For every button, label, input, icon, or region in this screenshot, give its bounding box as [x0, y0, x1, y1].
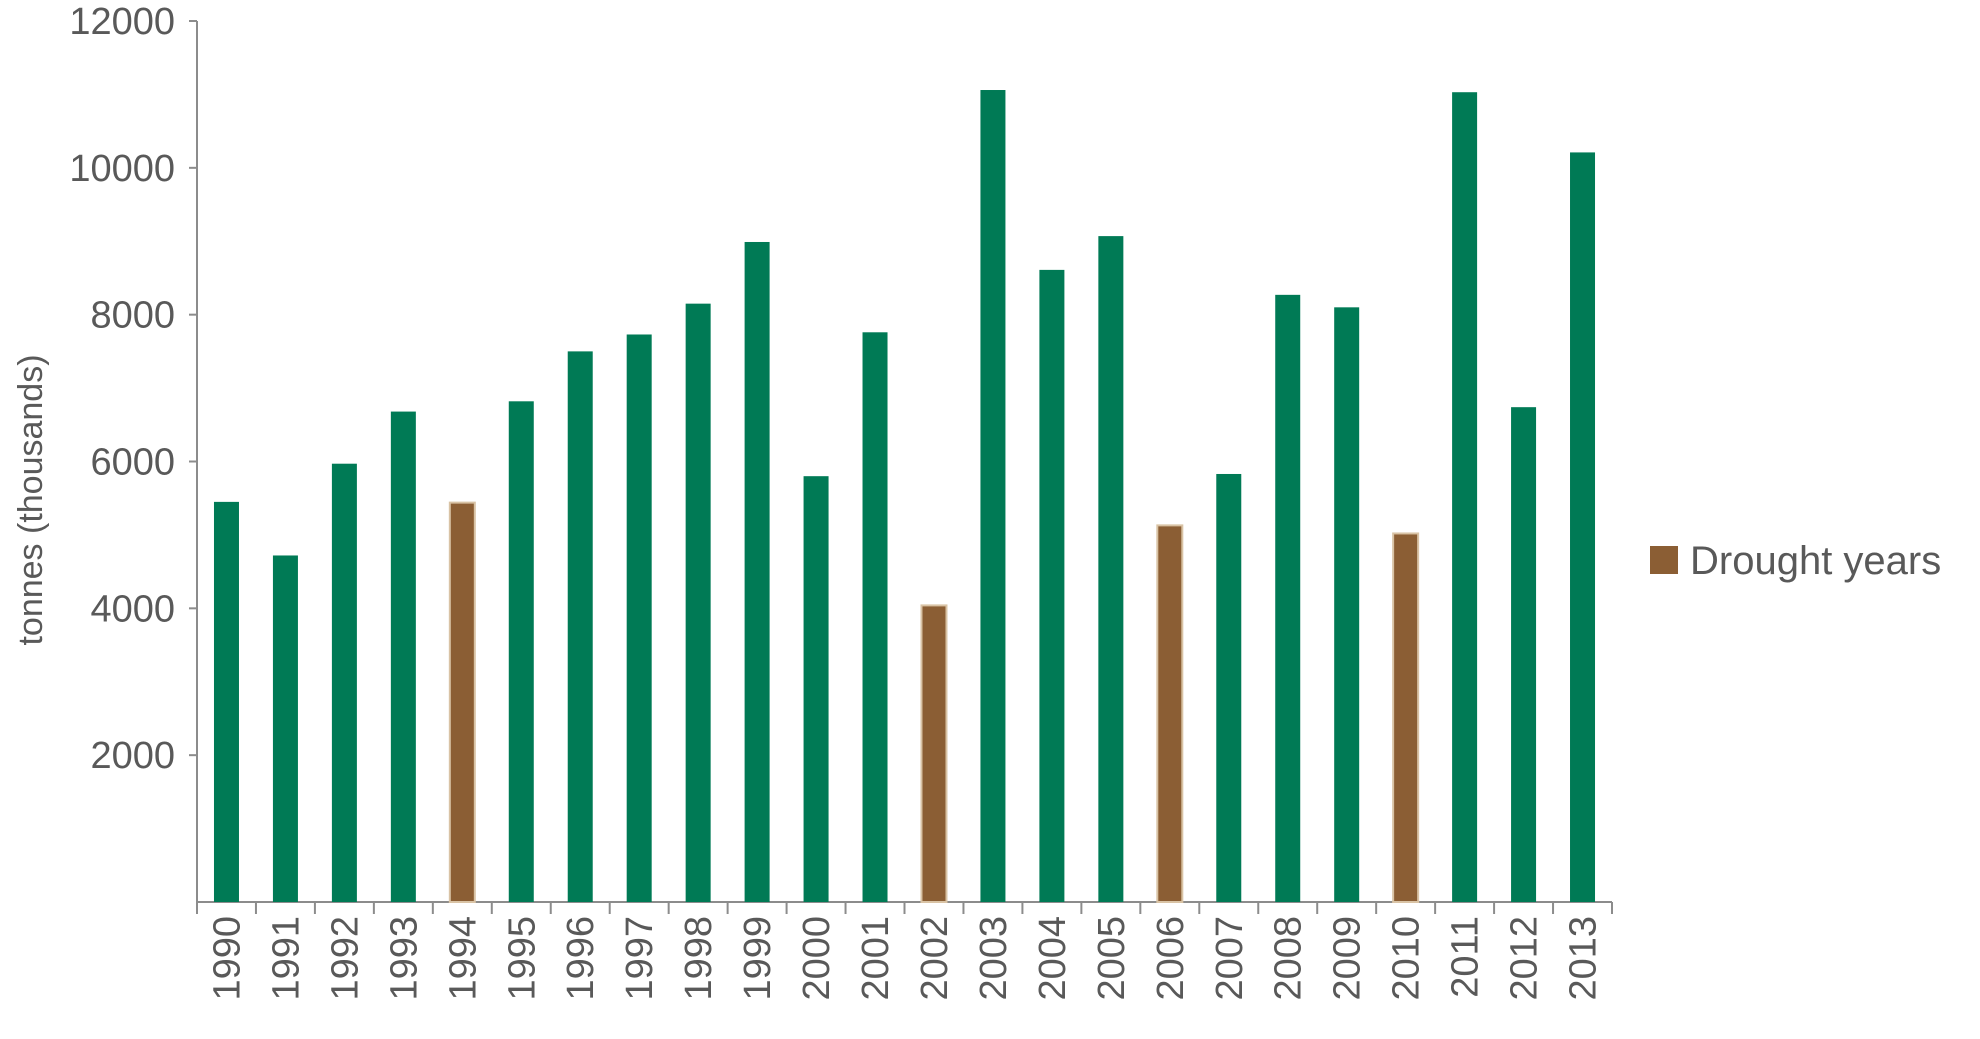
- y-tick-label: 10000: [69, 148, 175, 190]
- y-tick-label: 4000: [90, 588, 175, 630]
- bars: [213, 90, 1596, 903]
- x-tick-label: 2000: [796, 916, 838, 1001]
- bar-2007: [1216, 473, 1242, 902]
- bar-2000: [803, 476, 829, 902]
- x-tick-label: 1991: [265, 916, 307, 1001]
- bar-1993: [390, 411, 416, 902]
- y-tick-label: 12000: [69, 1, 175, 43]
- x-tick-labels: 1990 1991 1992 1993 1994 1995 1996 1997 1998 1999…: [206, 916, 1604, 1001]
- x-tick-label: 1999: [737, 916, 779, 1001]
- bar-2013: [1570, 152, 1596, 902]
- x-tick-label: 2011: [1445, 916, 1487, 998]
- y-tick-label: 6000: [90, 442, 175, 484]
- x-tick-label: 1996: [560, 916, 602, 1001]
- x-tick-label: 1998: [678, 916, 720, 1001]
- x-tick-label: 2002: [914, 916, 956, 1001]
- bar-2001: [862, 332, 888, 903]
- y-tick-label: 2000: [90, 735, 175, 777]
- bar-2009: [1334, 307, 1360, 902]
- bar-drought-2002: [920, 604, 948, 903]
- x-tick-label: 2012: [1504, 916, 1546, 1001]
- y-tick-label: 8000: [90, 295, 175, 337]
- x-tick-label: 2004: [1032, 916, 1074, 1001]
- x-tick-label: 1993: [383, 916, 425, 1001]
- x-tick-label: 1992: [324, 916, 366, 1001]
- bar-drought-2010: [1392, 532, 1420, 903]
- bar-2004: [1039, 269, 1065, 902]
- bar-2012: [1511, 407, 1537, 902]
- x-tick-label: 1990: [206, 916, 248, 1001]
- x-tick-label: 2003: [973, 916, 1015, 1001]
- bar-1991: [272, 555, 298, 902]
- bar-1992: [331, 463, 357, 902]
- bar-drought-1994: [448, 501, 476, 903]
- x-tick-label: 2008: [1268, 916, 1310, 1001]
- bar-2011: [1452, 92, 1478, 902]
- bar-2003: [980, 90, 1006, 903]
- bar-1995: [508, 401, 534, 902]
- bar-2005: [1098, 236, 1124, 902]
- legend-swatch: [1650, 546, 1678, 574]
- x-tick-label: 1997: [619, 916, 661, 1001]
- bar-1997: [626, 334, 652, 903]
- bar-1999: [744, 241, 770, 903]
- legend: Drought years: [1650, 539, 1941, 583]
- y-axis-label: tonnes (thousands): [12, 354, 50, 645]
- x-tick-label: 2001: [855, 916, 897, 1001]
- x-tick-label: 2009: [1327, 916, 1369, 1001]
- bar-1996: [567, 351, 593, 902]
- bar-1998: [685, 303, 711, 902]
- x-ticks: [196, 902, 1613, 914]
- y-ticks: 2000 4000 6000 8000 10000 12000: [69, 1, 197, 777]
- x-tick-label: 2013: [1563, 916, 1605, 1001]
- bar-drought-2006: [1156, 524, 1184, 903]
- bar-1990: [213, 501, 239, 902]
- x-tick-label: 2007: [1209, 916, 1251, 1001]
- x-tick-label: 1995: [501, 916, 543, 1001]
- x-tick-label: 2005: [1091, 916, 1133, 1001]
- x-tick-label: 1994: [442, 916, 484, 1001]
- x-tick-label: 2010: [1386, 916, 1428, 1001]
- legend-label: Drought years: [1690, 539, 1941, 583]
- bar-2008: [1275, 294, 1301, 902]
- x-tick-label: 2006: [1150, 916, 1192, 1001]
